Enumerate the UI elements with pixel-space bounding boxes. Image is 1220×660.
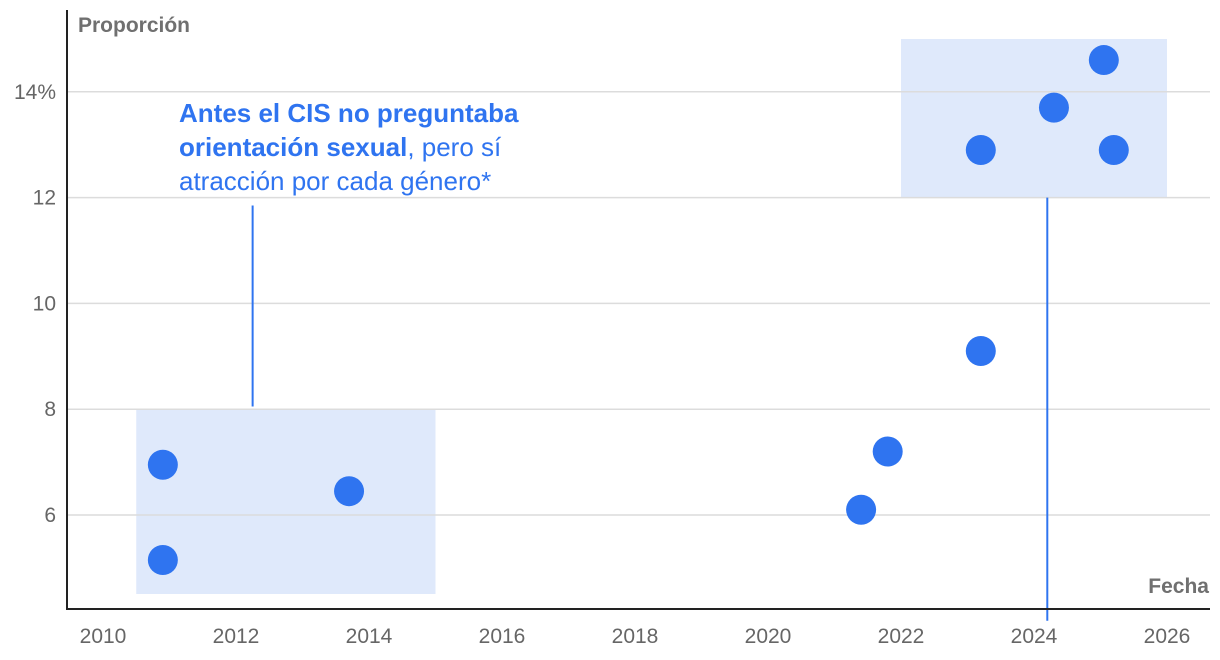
x-tick-label: 2026 — [1144, 625, 1191, 648]
x-tick-label: 2010 — [80, 625, 127, 648]
x-tick-label: 2016 — [479, 625, 526, 648]
x-tick-label: 2018 — [612, 625, 659, 648]
y-tick-label: 10 — [33, 292, 56, 315]
annotation-bold-text: Antes el CIS no preguntaba orientación s… — [179, 98, 519, 162]
annotation-normal-text: , pero sí atracción por cada género* — [179, 132, 502, 196]
data-point — [1038, 92, 1069, 123]
y-tick-label: 6 — [44, 504, 56, 527]
data-point — [334, 476, 365, 507]
y-tick-label: 12 — [33, 187, 56, 210]
data-point — [846, 494, 877, 525]
x-tick-label: 2022 — [878, 625, 925, 648]
x-tick-label: 2024 — [1011, 625, 1058, 648]
x-tick-label: 2014 — [346, 625, 393, 648]
y-tick-labels: 6 8 10 12 14% — [14, 81, 56, 527]
data-point — [1088, 45, 1119, 76]
highlight-region — [136, 409, 436, 594]
x-tick-label: 2020 — [745, 625, 792, 648]
y-tick-label: 8 — [44, 398, 56, 421]
reference-lines — [251, 197, 1049, 621]
x-tick-labels: 2010 2012 2014 2016 2018 2020 2022 2024 2026 — [80, 625, 1191, 648]
data-points — [147, 45, 1129, 575]
highlight-region — [901, 39, 1167, 198]
data-point — [1098, 134, 1129, 165]
data-point — [965, 134, 996, 165]
y-axis-title: Proporción — [78, 14, 190, 37]
x-tick-label: 2012 — [213, 625, 260, 648]
x-axis-title: Fecha — [1148, 575, 1209, 598]
y-tick-label: 14% — [14, 81, 56, 104]
data-point — [872, 436, 903, 467]
data-point — [147, 544, 178, 575]
highlight-regions — [136, 39, 1167, 594]
gridlines — [67, 91, 1210, 516]
data-point — [147, 449, 178, 480]
data-point — [965, 336, 996, 367]
chart-annotation: Antes el CIS no preguntaba orientación s… — [179, 96, 579, 198]
